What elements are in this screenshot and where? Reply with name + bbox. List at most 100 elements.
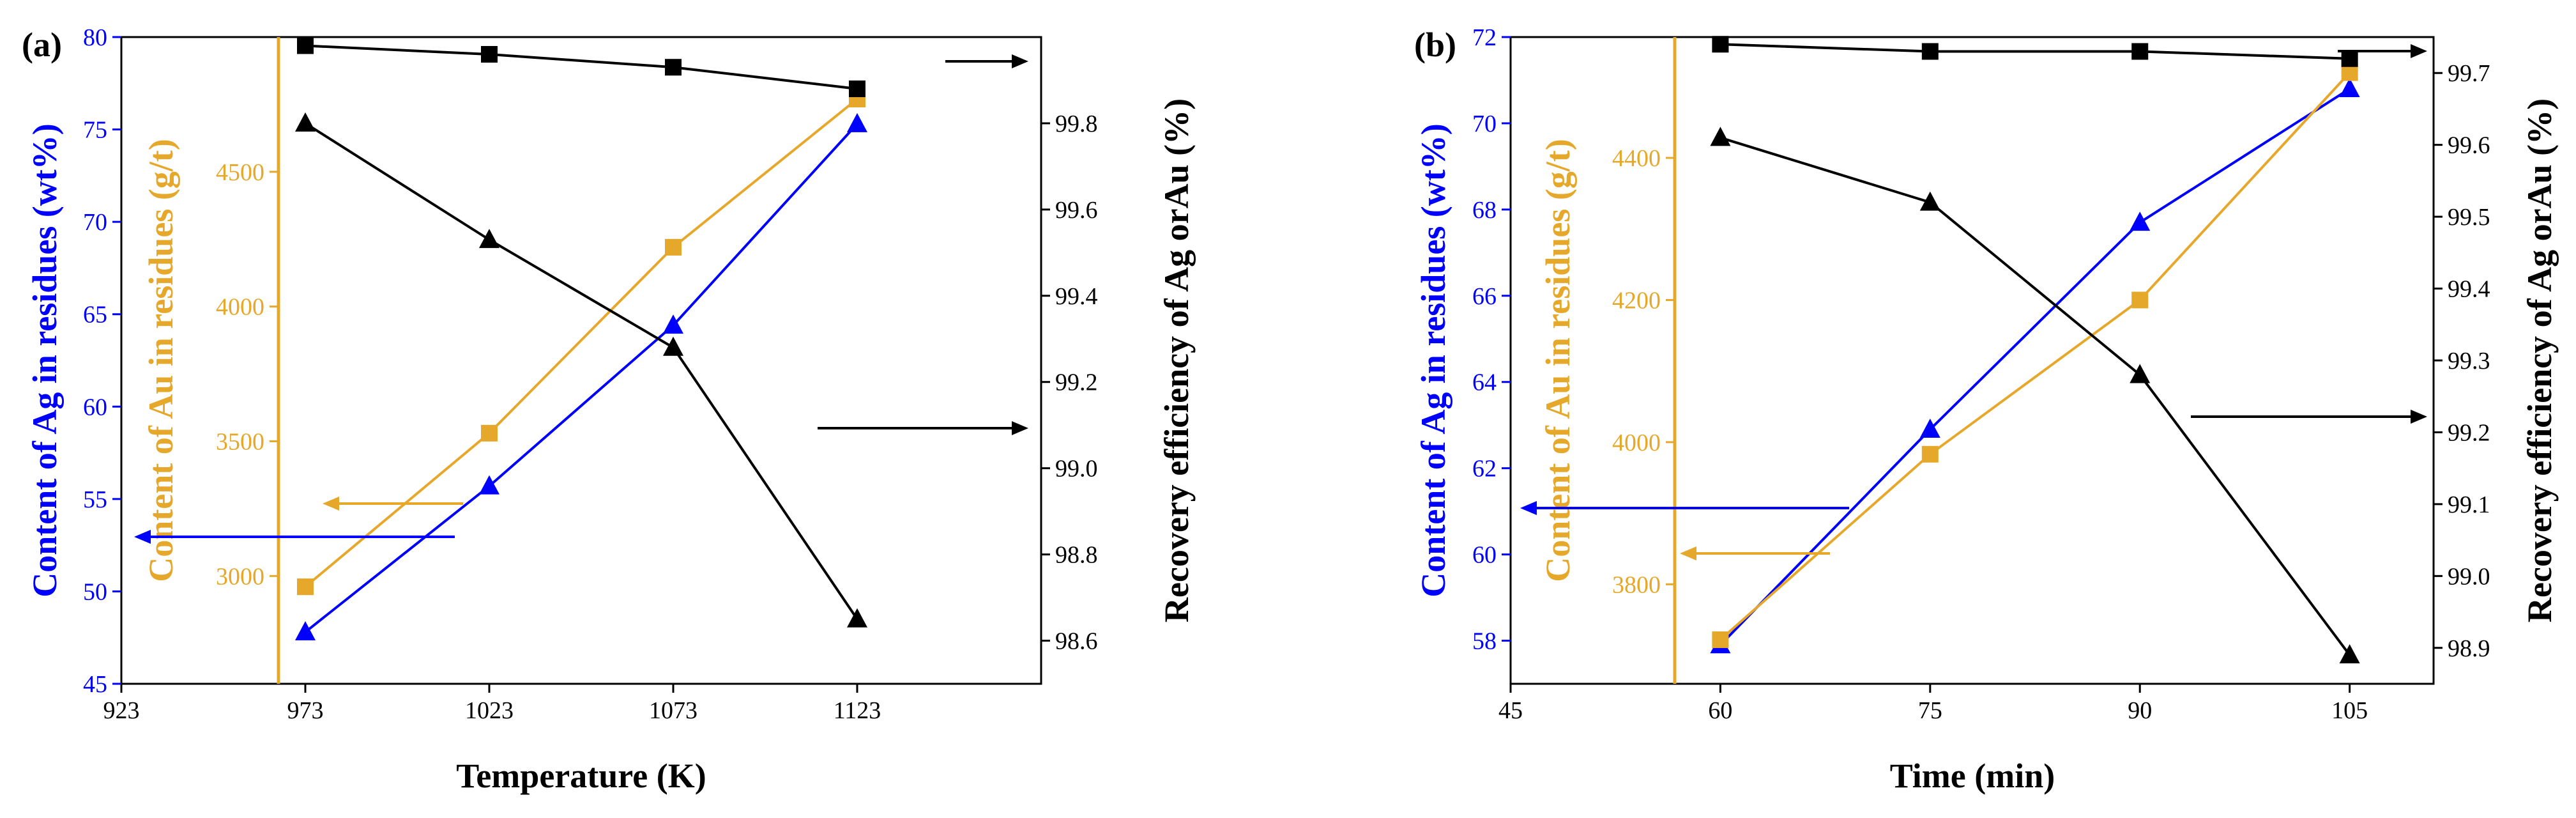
panel-a-content-of-ag-point bbox=[663, 314, 683, 334]
panel-a-x-tick-label: 1073 bbox=[649, 697, 697, 724]
panel-a-ag-tick-label: 65 bbox=[83, 302, 107, 328]
panel-b-ticks: 45 60 75 90 105 58 60 62 64 66 68 70 72 3800 4000 4200 4… bbox=[1472, 24, 2490, 724]
panel-a-ag-tick-label: 45 bbox=[83, 671, 107, 698]
panel-a-ag-tick-label: 80 bbox=[83, 24, 107, 51]
panel-a-rec-arrow-head bbox=[1012, 54, 1028, 68]
panel-b-recovery-tick-label: 99.5 bbox=[2448, 204, 2490, 231]
panel-a-recovery-tick-label: 99.0 bbox=[1055, 456, 1098, 482]
panel-a-au-axis-title: Content of Au in residues (g/t) bbox=[142, 139, 180, 582]
panel-a-recovery-efficiency-of-ag-point bbox=[295, 112, 316, 132]
panel-b-recovery-tick-label: 99.0 bbox=[2448, 563, 2490, 590]
panel-b-recovery-efficiency-of-ag-point bbox=[2130, 364, 2151, 383]
panel-b-recovery-tick-label: 99.1 bbox=[2448, 491, 2490, 518]
panel-b-recovery-tick-label: 99.6 bbox=[2448, 132, 2490, 159]
panel-b-ag-tick-label: 58 bbox=[1472, 628, 1497, 655]
panel-a-ticks: 923 973 1023 1073 1123 45 50 55 60 65 70 75 80 3000 35… bbox=[83, 24, 1098, 724]
panel-b-rec-arrow-head bbox=[2411, 410, 2427, 424]
panel-a-ag-arrow-head bbox=[134, 530, 151, 544]
panel-a-recovery-efficiency-of-au-line bbox=[305, 44, 858, 90]
panel-b-ag-tick-label: 60 bbox=[1472, 542, 1497, 569]
panel-a-content-of-ag-point bbox=[479, 475, 499, 495]
panel-a-content-of-ag-point bbox=[847, 112, 867, 132]
panel-b-content-of-au-point bbox=[2131, 291, 2149, 309]
panel-a-recovery-efficiency-of-ag-point bbox=[479, 229, 499, 249]
panel-b-markers bbox=[1710, 36, 2360, 664]
panel-b-x-tick-label: 105 bbox=[2331, 697, 2368, 724]
panel-b-recovery-efficiency-of-ag-point bbox=[1919, 191, 1940, 211]
panel-b-recovery-efficiency-of-ag-point bbox=[1710, 127, 1731, 146]
panel-b-content-of-ag-point bbox=[2339, 77, 2360, 97]
panel-b-x-tick-label: 75 bbox=[1918, 697, 1942, 724]
panel-b-content-of-ag-point bbox=[1919, 418, 1940, 438]
panel-b-content-of-ag-point bbox=[2130, 212, 2151, 231]
panel-b-content-of-au-line bbox=[1719, 72, 2351, 641]
panel-a-recovery-tick-label: 99.2 bbox=[1055, 369, 1098, 396]
panel-b-content-of-au-point bbox=[1712, 631, 1729, 649]
panel-b-recovery-efficiency-of-au-point bbox=[2341, 50, 2358, 67]
panel-a-content-of-ag-point bbox=[295, 621, 316, 641]
panel-a-x-tick-label: 1123 bbox=[834, 697, 881, 724]
panel-a-label: (a) bbox=[22, 26, 62, 64]
panel-a-recovery-efficiency-of-au-point bbox=[849, 80, 865, 97]
panel-a-x-tick-label: 973 bbox=[287, 697, 324, 724]
panel-b-recovery-tick-label: 99.2 bbox=[2448, 419, 2490, 446]
panel-b-x-axis-title: Time (min) bbox=[1890, 757, 2055, 795]
panel-a-arrows bbox=[134, 54, 1028, 544]
panel-a-content-of-au-line bbox=[304, 98, 858, 588]
panel-a-content-of-ag-line bbox=[304, 123, 858, 633]
panel-b-au-tick-label: 4400 bbox=[1612, 145, 1661, 172]
panel-a-recovery-efficiency-of-ag-line bbox=[304, 122, 858, 620]
panel-b-ag-tick-label: 72 bbox=[1472, 24, 1497, 51]
panel-a-au-tick-label: 3000 bbox=[216, 563, 264, 590]
panel-a-content-of-au-point bbox=[481, 424, 498, 442]
panel-a-ag-tick-label: 50 bbox=[83, 578, 107, 605]
panel-b-recovery-efficiency-of-ag-point bbox=[2339, 644, 2360, 664]
panel-b-ag-tick-label: 66 bbox=[1472, 283, 1497, 310]
panel-b-rec-arrow-head bbox=[2411, 44, 2427, 58]
panel-a-au-tick-label: 4000 bbox=[216, 294, 264, 321]
panel-a-content-of-au-point bbox=[665, 238, 682, 256]
panel-a-plot-frame bbox=[120, 36, 1042, 685]
panel-a-recovery-tick-label: 99.6 bbox=[1055, 197, 1098, 224]
panel-a-ag-axis-title: Content of Ag in residues (wt%) bbox=[26, 123, 64, 598]
panel-a-ag-tick-label: 70 bbox=[83, 209, 107, 236]
panel-b-content-of-ag-line bbox=[1719, 88, 2351, 646]
panel-b-content-of-au-point bbox=[1921, 445, 1939, 463]
panel-a-x-axis-title: Temperature (K) bbox=[456, 757, 706, 795]
panel-b-ag-tick-label: 68 bbox=[1472, 197, 1497, 224]
panel-b-recovery-efficiency-of-ag-line bbox=[1719, 136, 2351, 656]
panel-b-ag-tick-label: 70 bbox=[1472, 111, 1497, 137]
panel-b-recovery-tick-label: 99.7 bbox=[2448, 60, 2490, 87]
panel-a-recovery-efficiency-of-au-point bbox=[297, 37, 314, 54]
panel-a-ag-tick-label: 55 bbox=[83, 486, 107, 513]
panel-b-label: (b) bbox=[1414, 26, 1456, 64]
panel-b-ag-arrow-head bbox=[1520, 501, 1537, 515]
panel-a-recovery-tick-label: 99.8 bbox=[1055, 111, 1098, 137]
panel-b-series-lines bbox=[1719, 43, 2351, 656]
panel-b-au-tick-label: 4200 bbox=[1612, 287, 1661, 314]
panel-b-au-arrow-head bbox=[1680, 546, 1696, 560]
panel-a-x-tick-label: 1023 bbox=[465, 697, 514, 724]
panel-b-recovery-tick-label: 98.9 bbox=[2448, 635, 2490, 662]
panel-a-recovery-efficiency-of-ag-point bbox=[847, 608, 867, 628]
panel-a-ag-tick-label: 75 bbox=[83, 117, 107, 144]
panel-a-recovery-efficiency-of-au-point bbox=[665, 59, 682, 76]
panel-b-au-tick-label: 4000 bbox=[1612, 429, 1661, 456]
panel-b-arrows bbox=[1520, 44, 2427, 560]
panel-a-au-tick-label: 3500 bbox=[216, 429, 264, 456]
panel-a-recovery-tick-label: 98.8 bbox=[1055, 542, 1098, 569]
panel-b-x-tick-label: 60 bbox=[1708, 697, 1732, 724]
panel-b-recovery-efficiency-of-au-line bbox=[1720, 43, 2350, 60]
panel-a-ag-tick-label: 60 bbox=[83, 394, 107, 421]
panel-a-content-of-au-point bbox=[297, 578, 314, 596]
panel-b-x-tick-label: 90 bbox=[2128, 697, 2152, 724]
panel-b-recovery-tick-label: 99.3 bbox=[2448, 348, 2490, 374]
panel-a-recovery-axis-title: Recovery efficiency of Ag orAu (%) bbox=[1157, 98, 1196, 622]
panel-b-recovery-efficiency-of-au-point bbox=[1921, 43, 1939, 60]
panel-b-x-tick-label: 45 bbox=[1498, 697, 1523, 724]
panel-b: (b) Time (min) Content of Ag in residues… bbox=[1414, 24, 2559, 795]
panel-a-au-arrow-head bbox=[323, 497, 339, 511]
panel-b-ag-axis-title: Content of Ag in residues (wt%) bbox=[1414, 123, 1452, 598]
